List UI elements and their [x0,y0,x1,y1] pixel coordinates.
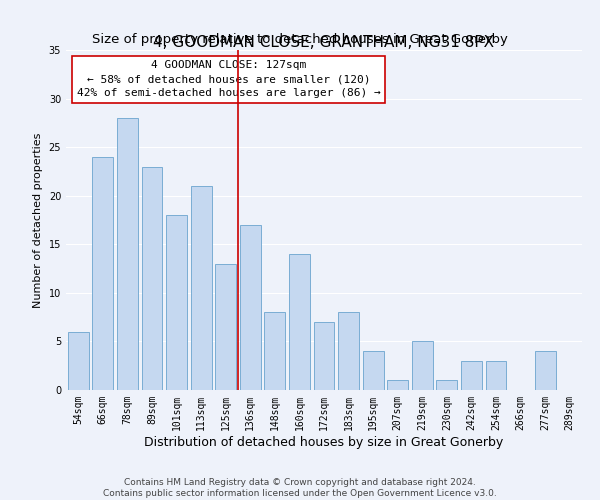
Bar [338,312,359,390]
Bar [240,225,261,390]
Bar [166,215,187,390]
X-axis label: Distribution of detached houses by size in Great Gonerby: Distribution of detached houses by size … [145,436,503,448]
Bar [436,380,457,390]
Bar [362,351,383,390]
Text: Size of property relative to detached houses in Great Gonerby: Size of property relative to detached ho… [92,32,508,46]
Bar [68,332,89,390]
Y-axis label: Number of detached properties: Number of detached properties [33,132,43,308]
Bar [485,361,506,390]
Title: 4, GOODMAN CLOSE, GRANTHAM, NG31 8PX: 4, GOODMAN CLOSE, GRANTHAM, NG31 8PX [154,35,494,50]
Bar [117,118,138,390]
Bar [314,322,334,390]
Bar [387,380,408,390]
Bar [535,351,556,390]
Bar [265,312,286,390]
Bar [215,264,236,390]
Bar [289,254,310,390]
Bar [191,186,212,390]
Text: 4 GOODMAN CLOSE: 127sqm
← 58% of detached houses are smaller (120)
42% of semi-d: 4 GOODMAN CLOSE: 127sqm ← 58% of detache… [77,60,380,98]
Text: Contains HM Land Registry data © Crown copyright and database right 2024.
Contai: Contains HM Land Registry data © Crown c… [103,478,497,498]
Bar [142,166,163,390]
Bar [461,361,482,390]
Bar [412,342,433,390]
Bar [92,157,113,390]
